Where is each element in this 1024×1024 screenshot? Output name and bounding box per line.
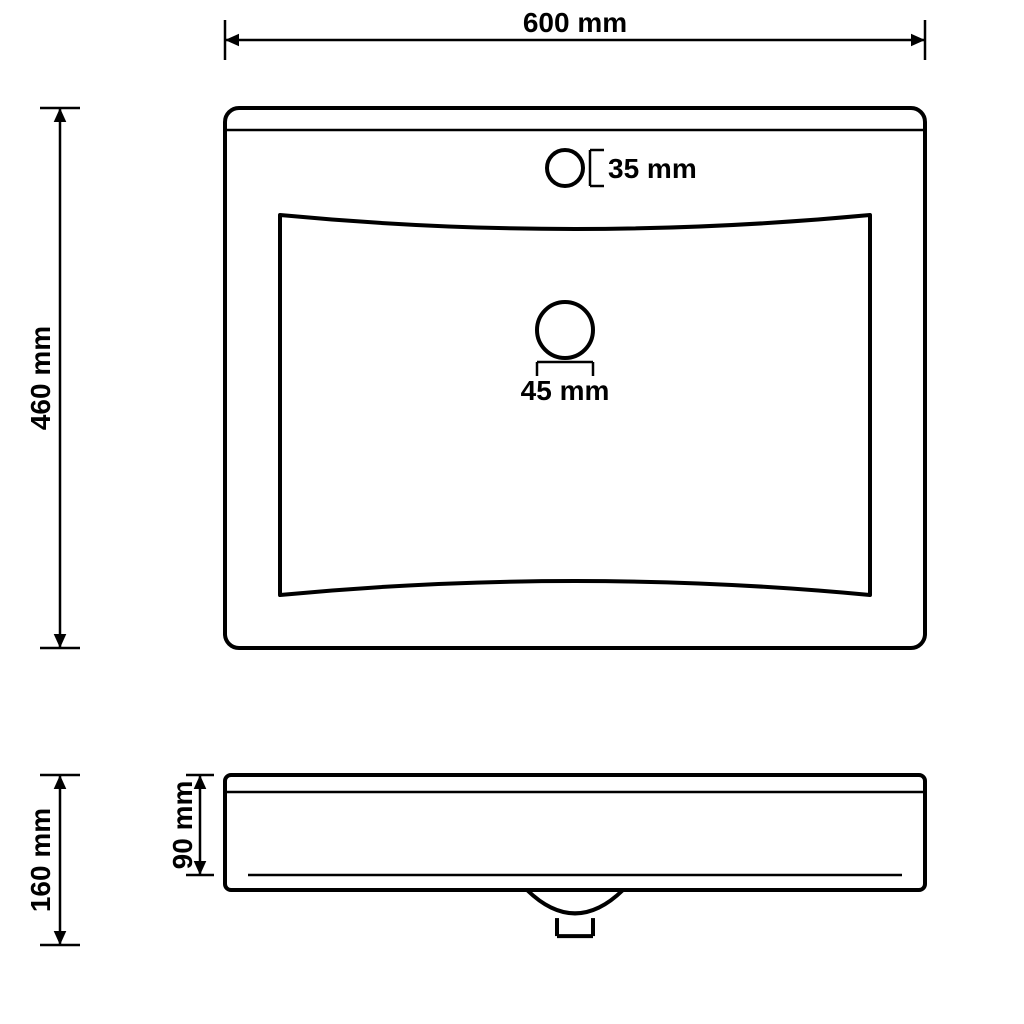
svg-text:160 mm: 160 mm: [25, 808, 56, 912]
svg-text:45 mm: 45 mm: [521, 375, 610, 406]
svg-text:35 mm: 35 mm: [608, 153, 697, 184]
svg-text:90 mm: 90 mm: [167, 781, 198, 870]
svg-text:460 mm: 460 mm: [25, 326, 56, 430]
svg-text:600 mm: 600 mm: [523, 7, 627, 38]
